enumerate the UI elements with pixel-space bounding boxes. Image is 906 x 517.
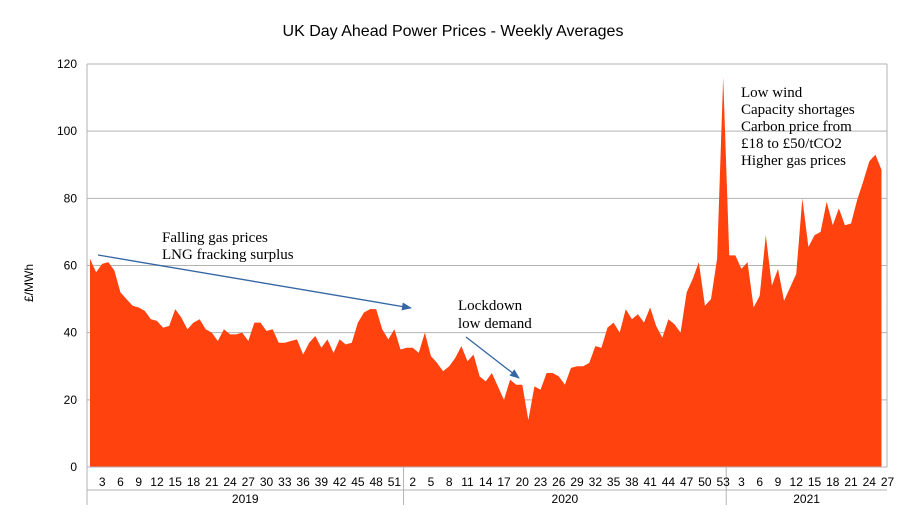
x-tick-label: 14	[479, 475, 493, 489]
x-tick-label: 24	[863, 475, 877, 489]
x-tick-label: 38	[625, 475, 639, 489]
x-tick-label: 39	[315, 475, 329, 489]
x-tick-label: 9	[775, 475, 782, 489]
x-tick-label: 6	[117, 475, 124, 489]
x-tick-label: 18	[187, 475, 201, 489]
x-tick-label: 8	[446, 475, 453, 489]
x-tick-label: 42	[333, 475, 347, 489]
y-tick-label: 20	[64, 393, 78, 407]
x-tick-label: 6	[756, 475, 763, 489]
axes	[86, 64, 888, 505]
x-tick-label: 21	[205, 475, 219, 489]
annotation-lockdown: Lockdown low demand	[458, 298, 532, 379]
x-tick-label: 3	[738, 475, 745, 489]
y-tick-label: 40	[64, 326, 78, 340]
annotation-wind-line-5: Higher gas prices	[741, 153, 846, 169]
x-tick-label: 35	[607, 475, 621, 489]
annotation-gas-line-1: Falling gas prices	[162, 230, 268, 246]
x-tick-label: 20	[516, 475, 530, 489]
annotation-gas: Falling gas prices LNG fracking surplus	[97, 230, 412, 311]
x-tick-label: 33	[278, 475, 292, 489]
x-tick-label: 26	[552, 475, 566, 489]
x-tick-label: 29	[570, 475, 584, 489]
x-tick-label: 15	[808, 475, 822, 489]
x-tick-label: 27	[242, 475, 256, 489]
annotation-gas-line-2: LNG fracking surplus	[162, 247, 294, 263]
year-labels: 2019 2020 2021	[232, 492, 820, 506]
x-tick-label: 23	[534, 475, 548, 489]
annotation-gas-arrow	[97, 254, 412, 311]
x-tick-label: 12	[790, 475, 804, 489]
annotation-wind-line-3: Carbon price from	[741, 119, 852, 135]
x-tick-labels: 3 6 9 12 15 18 21 24 27 30 33 36 39 42 45 48 51 2 5 8 11 14 17…	[99, 475, 895, 489]
y-axis-label: £/MWh	[22, 264, 36, 302]
x-tick-label: 24	[223, 475, 237, 489]
y-tick-label: 80	[64, 191, 78, 205]
x-tick-label: 18	[826, 475, 840, 489]
annotation-wind: Low wind Capacity shortages Carbon price…	[741, 85, 855, 169]
annotation-lockdown-line-2: low demand	[458, 316, 532, 332]
year-label: 2019	[232, 492, 259, 506]
x-tick-label: 53	[717, 475, 731, 489]
x-tick-label: 32	[589, 475, 603, 489]
x-tick-label: 15	[169, 475, 183, 489]
x-tick-label: 17	[497, 475, 511, 489]
annotation-lockdown-line-1: Lockdown	[458, 298, 523, 314]
x-tick-label: 12	[150, 475, 164, 489]
x-tick-label: 9	[135, 475, 142, 489]
y-tick-label: 120	[57, 57, 77, 71]
y-tick-label: 0	[70, 460, 77, 474]
x-tick-label: 45	[351, 475, 365, 489]
price-area	[90, 77, 882, 468]
year-label: 2021	[793, 492, 820, 506]
x-tick-label: 50	[698, 475, 712, 489]
x-tick-label: 44	[662, 475, 676, 489]
year-label: 2020	[552, 492, 579, 506]
x-tick-label: 21	[844, 475, 858, 489]
y-tick-labels: 0 20 40 60 80 100 120	[57, 57, 77, 474]
x-tick-label: 2	[409, 475, 416, 489]
x-tick-label: 36	[296, 475, 310, 489]
y-tick-label: 60	[64, 259, 78, 273]
x-tick-label: 30	[260, 475, 274, 489]
x-tick-label: 11	[461, 475, 474, 489]
x-tick-label: 5	[428, 475, 435, 489]
annotation-wind-line-4: £18 to £50/tCO2	[741, 136, 842, 152]
x-tick-label: 48	[369, 475, 383, 489]
y-tick-label: 100	[57, 124, 77, 138]
x-tick-label: 27	[881, 475, 895, 489]
annotation-wind-line-1: Low wind	[741, 85, 803, 101]
x-tick-label: 41	[643, 475, 657, 489]
x-tick-label: 51	[388, 475, 402, 489]
annotation-lockdown-arrow	[465, 336, 520, 379]
chart-title: UK Day Ahead Power Prices - Weekly Avera…	[283, 23, 624, 40]
x-tick-label: 47	[680, 475, 694, 489]
annotation-wind-line-2: Capacity shortages	[741, 102, 855, 118]
x-tick-label: 3	[99, 475, 106, 489]
